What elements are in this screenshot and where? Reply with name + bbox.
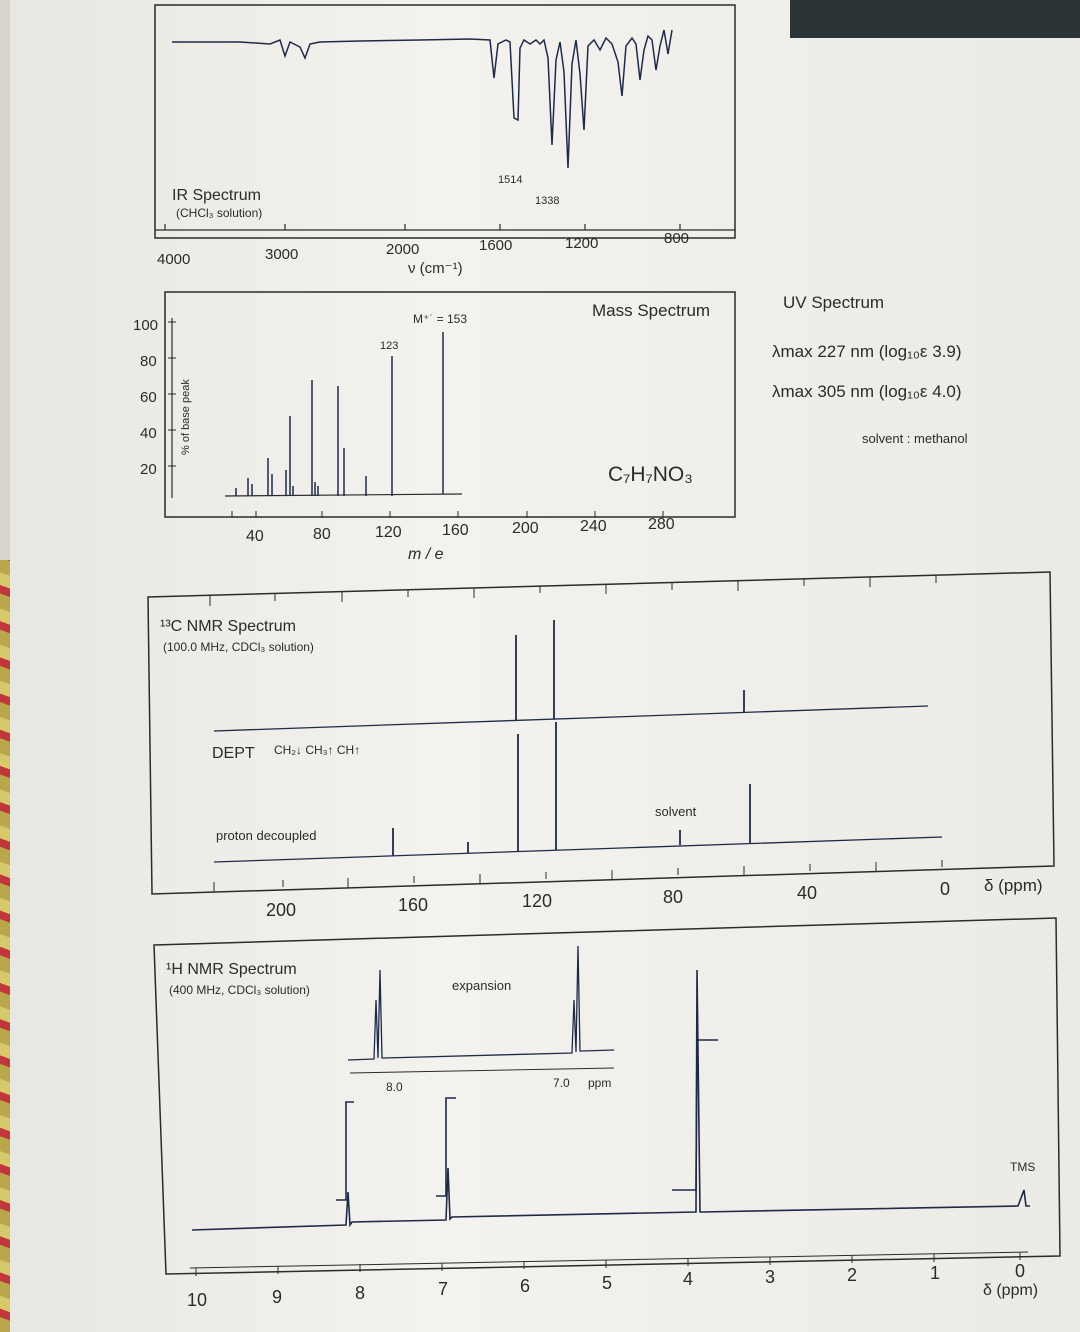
- mass-x-tick-80: 80: [313, 526, 331, 543]
- c13-x-label: δ (ppm): [984, 876, 1043, 895]
- ir-frame: [154, 4, 736, 239]
- mass-y-label: % of base peak: [180, 379, 192, 455]
- h1-frame: [153, 917, 1061, 1275]
- expansion-unit: ppm: [588, 1076, 611, 1090]
- dept-baseline: [213, 705, 929, 732]
- h1-tick-4: 4: [683, 1269, 693, 1289]
- mass-formula: C₇H₇NO₃: [608, 463, 693, 486]
- ir-tick-1200: 1200: [565, 235, 598, 252]
- h1-tick-3: 3: [765, 1267, 775, 1287]
- dept-legend: CH₂↓ CH₃↑ CH↑: [274, 743, 360, 757]
- expansion-tick-8: 8.0: [386, 1080, 403, 1094]
- mass-y-tick-60: 60: [140, 389, 157, 406]
- solvent-label: solvent: [655, 804, 697, 819]
- mass-peaks: [235, 332, 444, 496]
- ir-tick-4000: 4000: [157, 251, 190, 268]
- background-corner: [790, 0, 1080, 38]
- c13-top-ticks: [209, 576, 937, 606]
- h1-tick-2: 2: [847, 1265, 857, 1285]
- mass-frame: [164, 291, 736, 518]
- c13-subtitle: (100.0 MHz, CDCl₃ solution): [163, 640, 314, 654]
- mass-x-tick-240: 240: [580, 518, 607, 535]
- mass-x-tick-280: 280: [648, 516, 675, 533]
- mass-y-tick-100: 100: [133, 317, 158, 334]
- h1-tick-7: 7: [438, 1279, 448, 1299]
- ir-title: IR Spectrum: [172, 187, 261, 204]
- mass-peak-label-123: 123: [380, 340, 398, 352]
- mass-x-tick-40: 40: [246, 528, 264, 545]
- mass-x-tick-120: 120: [375, 524, 402, 541]
- h1-tick-5: 5: [602, 1273, 612, 1293]
- h1-tick-8: 8: [355, 1283, 365, 1303]
- h1-tick-9: 9: [272, 1287, 282, 1307]
- uv-solvent: solvent : methanol: [862, 431, 968, 446]
- uv-title: UV Spectrum: [783, 293, 884, 312]
- h1-tick-0: 0: [1015, 1261, 1025, 1281]
- ir-tick-800: 800: [664, 230, 689, 247]
- mass-x-tick-200: 200: [512, 520, 539, 537]
- mass-y-ticks: [168, 321, 176, 467]
- expansion-trace: [347, 945, 615, 1061]
- mass-title: Mass Spectrum: [592, 301, 710, 320]
- c13-tick-200: 200: [266, 900, 296, 920]
- h1-integral: [336, 1039, 718, 1201]
- mass-panel: 100 80 60 40 20 % of base peak 123 M⁺˙ =…: [133, 291, 736, 563]
- c13-title: ¹³C NMR Spectrum: [160, 618, 296, 635]
- mass-x-axis: [231, 511, 664, 518]
- mass-y-tick-20: 20: [140, 461, 157, 478]
- decoupled-peaks: [392, 722, 751, 856]
- mass-x-tick-160: 160: [442, 522, 469, 539]
- h1-x-axis: [189, 1251, 1029, 1276]
- decoupled-baseline: [213, 836, 943, 863]
- c13-x-axis: [213, 860, 943, 892]
- h1-subtitle: (400 MHz, CDCl₃ solution): [169, 983, 310, 997]
- h1-tick-6: 6: [520, 1276, 530, 1296]
- ir-x-label: ν (cm⁻¹): [408, 260, 463, 277]
- spectra-sheet: [10, 0, 1080, 1332]
- expansion-tick-7: 7.0: [553, 1076, 570, 1090]
- uv-panel: UV Spectrum λmax 227 nm (log₁₀ε 3.9) λma…: [772, 293, 968, 446]
- expansion-axis: [349, 1067, 615, 1074]
- c13-tick-40: 40: [797, 883, 817, 903]
- h1-expansion-inset: expansion 8.0 7.0 ppm: [347, 945, 615, 1094]
- proton-decoupled-label: proton decoupled: [216, 828, 316, 843]
- h1-panel: ¹H NMR Spectrum (400 MHz, CDCl₃ solution…: [153, 917, 1061, 1310]
- c13-frame: [147, 571, 1055, 895]
- ir-x-axis: [155, 224, 735, 231]
- c13-tick-120: 120: [522, 891, 552, 911]
- ir-subtitle: (CHCl₃ solution): [176, 206, 262, 220]
- mass-x-label: m / e: [408, 546, 444, 563]
- h1-x-label: δ (ppm): [983, 1282, 1038, 1299]
- ir-tick-3000: 3000: [265, 246, 298, 263]
- mass-y-tick-40: 40: [140, 425, 157, 442]
- dept-peaks: [515, 620, 745, 720]
- ir-trace: [172, 29, 673, 169]
- h1-trace: [191, 969, 1030, 1231]
- c13-tick-160: 160: [398, 895, 428, 915]
- ir-tick-2000: 2000: [386, 241, 419, 258]
- tms-label: TMS: [1010, 1160, 1035, 1174]
- c13-tick-0: 0: [940, 879, 950, 899]
- c13-panel: ¹³C NMR Spectrum (100.0 MHz, CDCl₃ solut…: [147, 571, 1055, 920]
- uv-line-1: λmax 227 nm (log₁₀ε 3.9): [772, 342, 962, 361]
- ir-tick-1600: 1600: [479, 237, 512, 254]
- mass-molecular-ion: M⁺˙ = 153: [413, 312, 467, 326]
- ir-peak-label-1338: 1338: [535, 195, 559, 207]
- uv-line-2: λmax 305 nm (log₁₀ε 4.0): [772, 382, 962, 401]
- ir-panel: 1514 1338 IR Spectrum (CHCl₃ solution) 4…: [154, 4, 736, 277]
- mass-y-tick-80: 80: [140, 353, 157, 370]
- h1-tick-1: 1: [930, 1263, 940, 1283]
- h1-tick-10: 10: [187, 1290, 207, 1310]
- h1-title: ¹H NMR Spectrum: [166, 961, 297, 978]
- expansion-label: expansion: [452, 978, 511, 993]
- ir-peak-label-1514: 1514: [498, 174, 522, 186]
- c13-tick-80: 80: [663, 887, 683, 907]
- dept-label: DEPT: [212, 745, 255, 762]
